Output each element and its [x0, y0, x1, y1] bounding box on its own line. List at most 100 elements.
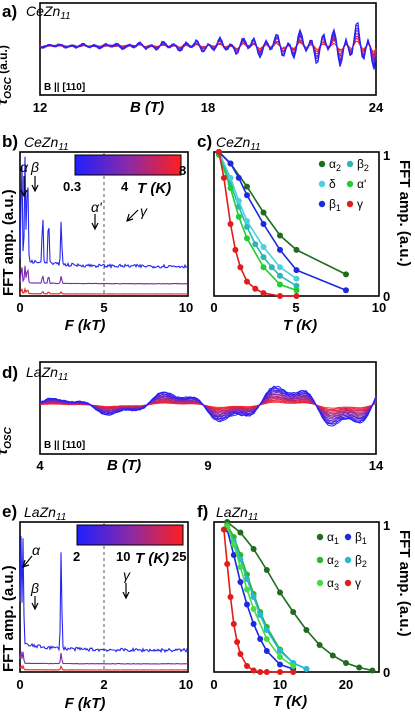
legend-marker — [346, 200, 354, 208]
data-point — [260, 209, 267, 216]
data-point — [244, 663, 250, 669]
panel-a-trace — [39, 24, 377, 69]
panel-d: d) LaZn11 B || [110] τOSC 4 9 14 B (T) — [0, 361, 384, 474]
panel-a-title: CeZn11 — [26, 3, 71, 22]
panel-b-xtick-1: 5 — [100, 300, 107, 315]
legend-marker — [344, 579, 352, 587]
fit-line — [226, 526, 294, 667]
legend-label: δ — [329, 177, 336, 191]
data-point — [250, 621, 257, 627]
panel-a-xtick-2: 24 — [369, 100, 384, 115]
data-point — [290, 609, 297, 615]
data-point — [260, 244, 267, 250]
legend-label: β1 — [329, 197, 341, 213]
data-point — [230, 541, 237, 548]
b-spectrum — [19, 156, 189, 270]
panel-e-annot-beta: β — [30, 580, 39, 596]
data-point — [260, 221, 267, 227]
panel-b-title: CeZn11 — [24, 134, 69, 153]
panel-e-arrow-alpha — [22, 555, 33, 568]
legend-marker — [346, 180, 354, 188]
data-point — [277, 264, 283, 271]
panel-b-cbar-mid: 4 — [121, 179, 129, 194]
panel-b: b) CeZn11 0.3 4 8 T (K) α β α' γ FFT amp… — [0, 132, 193, 334]
legend-marker — [344, 556, 352, 564]
data-point — [277, 272, 283, 279]
panel-c-xtick-0: 0 — [210, 300, 217, 315]
panel-f-data — [220, 519, 376, 675]
panel-a-trace — [39, 27, 377, 68]
data-point — [343, 271, 349, 278]
panel-a: a) CeZn11 B || [110] τOSC (a.u.) 12 18 2… — [0, 2, 384, 116]
panel-e-cbar-label: T (K) — [135, 550, 169, 567]
panel-a-xlabel: B (T) — [130, 99, 164, 116]
panel-a-trace — [39, 21, 377, 70]
panel-a-label: a) — [2, 2, 17, 21]
data-point — [257, 636, 264, 642]
panel-e-label: e) — [2, 502, 17, 521]
data-point — [329, 652, 336, 659]
b-spectrum — [19, 265, 189, 285]
panel-b-annot-beta: β — [30, 159, 39, 175]
panel-b-xlabel: F (kT) — [65, 317, 106, 334]
data-point — [263, 636, 270, 642]
panel-a-xtick-1: 18 — [201, 100, 215, 115]
data-point — [244, 183, 250, 190]
panel-b-label: b) — [2, 132, 18, 151]
panel-e-xtick-0: 0 — [16, 677, 23, 692]
data-point — [263, 648, 270, 654]
panel-e-traces — [19, 536, 189, 671]
panel-c-data — [215, 149, 349, 299]
panel-b-annot-gamma: γ — [140, 203, 148, 219]
data-point — [230, 552, 237, 558]
panel-b-annot-alpha: α — [20, 159, 29, 175]
data-point — [244, 192, 250, 199]
data-point — [293, 267, 300, 274]
data-point — [250, 546, 257, 552]
data-point — [263, 669, 270, 675]
panel-e-xtick-1: 2 — [100, 677, 107, 692]
legend-marker — [316, 556, 324, 564]
legend-marker — [344, 533, 352, 541]
panel-e-cbar-mid: 10 — [116, 549, 130, 564]
data-point — [215, 149, 222, 155]
legend-label: α' — [357, 177, 366, 191]
data-point — [263, 567, 270, 573]
data-point — [237, 651, 244, 657]
panel-a-xtick-0: 12 — [33, 100, 47, 115]
data-point — [293, 275, 300, 282]
panel-d-title: LaZn11 — [26, 364, 68, 383]
panel-d-label: d) — [2, 363, 18, 382]
panel-f-xtick-2: 20 — [339, 677, 353, 692]
panel-b-annot-alphaprime: α' — [91, 199, 103, 215]
data-point — [224, 561, 231, 567]
data-point — [293, 282, 300, 289]
data-point — [237, 264, 244, 271]
panel-d-xtick-2: 14 — [369, 458, 384, 473]
data-point — [230, 621, 237, 627]
data-point — [234, 639, 241, 645]
panel-b-xtick-2: 10 — [179, 300, 193, 315]
panel-c-xlabel: T (K) — [283, 317, 317, 334]
panel-b-traces — [19, 156, 189, 295]
panel-f-xtick-0: 0 — [210, 677, 217, 692]
data-point — [227, 174, 234, 181]
panel-c-ytick-1: 1 — [383, 148, 390, 163]
panel-f-xtick-1: 10 — [273, 677, 287, 692]
panel-e-cbar-max: 25 — [172, 549, 186, 564]
panel-d-xtick-0: 4 — [36, 458, 44, 473]
data-point — [260, 264, 267, 271]
legend-marker — [316, 579, 324, 587]
data-point — [235, 213, 242, 220]
panel-c-title: CeZn11 — [216, 134, 261, 153]
panel-b-ylabel: FFT amp. (a.u.) — [0, 189, 17, 296]
panel-f-ytick-0: 0 — [383, 665, 390, 680]
panel-c-label: c) — [197, 132, 212, 151]
legend-marker — [318, 180, 326, 188]
data-point — [257, 669, 264, 675]
data-point — [235, 198, 242, 204]
data-point — [277, 661, 283, 668]
data-point — [227, 160, 234, 167]
panel-e: e) LaZn11 2 10 25 T (K) α β γ FFT amp. (… — [0, 502, 193, 712]
legend-marker — [346, 160, 354, 168]
